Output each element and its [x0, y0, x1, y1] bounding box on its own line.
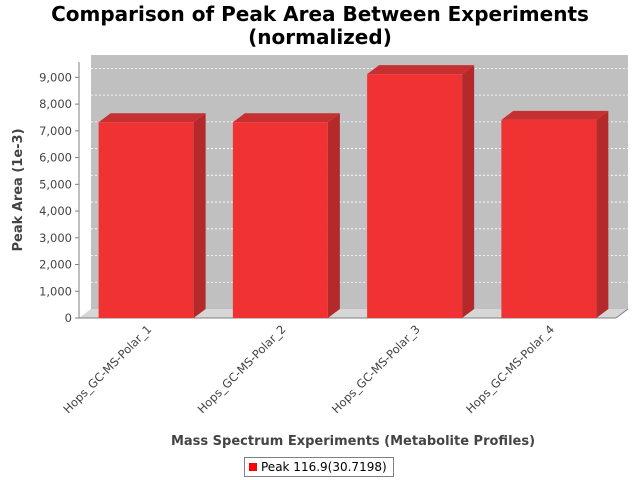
bar-side — [462, 65, 475, 318]
bar — [98, 122, 194, 318]
chart-title: Comparison of Peak Area Between Experime… — [51, 2, 589, 26]
x-tick-label: Hops_GC-MS-Polar_2 — [195, 322, 289, 416]
y-tick-label: 0 — [65, 311, 72, 325]
bar — [367, 74, 463, 318]
y-tick-label: 9,000 — [39, 70, 72, 84]
y-tick-label: 1,000 — [39, 284, 72, 298]
y-tick-label: 7,000 — [39, 124, 72, 138]
bar — [232, 122, 328, 318]
legend-swatch — [249, 462, 257, 471]
bar-top — [232, 113, 340, 123]
plot-floor — [79, 309, 628, 318]
y-tick-label: 8,000 — [39, 97, 72, 111]
bar-side — [327, 113, 340, 318]
y-tick-label: 3,000 — [39, 231, 72, 245]
bar — [501, 119, 597, 318]
y-axis-title: Peak Area (1e-3) — [11, 128, 26, 251]
floor-edge — [615, 308, 629, 319]
x-tick-label: Hops_GC-MS-Polar_4 — [463, 322, 557, 416]
x-tick-label: Hops_GC-MS-Polar_3 — [329, 322, 423, 416]
bar-side — [193, 113, 206, 318]
bar-top — [367, 65, 475, 75]
legend: Peak 116.9(30.7198) — [244, 457, 394, 477]
y-tick-label: 4,000 — [39, 204, 72, 218]
bar-top — [501, 110, 609, 120]
x-axis-title: Mass Spectrum Experiments (Metabolite Pr… — [171, 434, 535, 449]
y-tick-label: 2,000 — [39, 258, 72, 272]
bar-top — [98, 113, 206, 123]
y-tick-label: 6,000 — [39, 151, 72, 165]
legend-label: Peak 116.9(30.7198) — [261, 460, 387, 474]
x-tick-label: Hops_GC-MS-Polar_1 — [60, 322, 154, 416]
bar-side — [596, 110, 609, 318]
chart-subtitle: (normalized) — [248, 25, 392, 49]
y-tick-label: 5,000 — [39, 177, 72, 191]
